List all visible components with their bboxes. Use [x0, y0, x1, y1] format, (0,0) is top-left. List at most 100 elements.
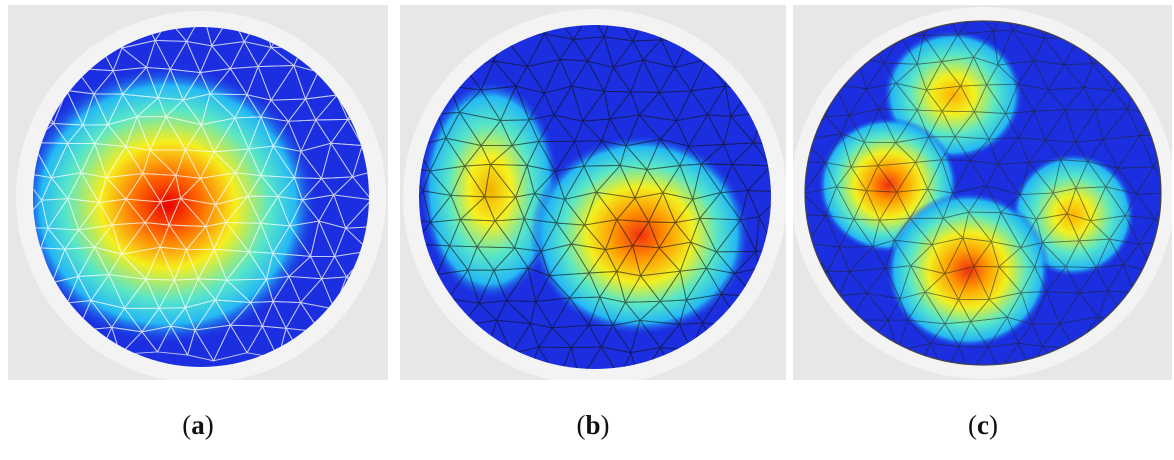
caption-a-letter: a [191, 410, 205, 440]
mesh-triangle [446, 354, 487, 369]
mesh-triangle [419, 354, 434, 369]
mesh-triangle [826, 21, 855, 39]
mesh-triangle [431, 353, 470, 369]
mesh-triangle [334, 27, 368, 43]
mesh-triangle [822, 36, 859, 59]
mesh-triangle [419, 296, 442, 327]
mesh-triangle [839, 21, 867, 38]
mesh-triangle [354, 41, 369, 75]
mesh-triangle [370, 300, 388, 326]
mesh-triangle [819, 319, 852, 345]
mesh-triangle [1109, 34, 1142, 60]
mesh-triangle [708, 353, 742, 369]
mesh-triangle [419, 354, 449, 369]
mesh-triangle [33, 326, 52, 363]
caption-b-letter: b [585, 410, 601, 440]
mesh-triangle [366, 27, 369, 46]
mesh-triangle [1139, 343, 1161, 365]
heatmap-panel-b [400, 5, 786, 380]
mesh-triangle [805, 315, 822, 349]
mesh-triangle [33, 64, 52, 98]
mesh-triangle [419, 38, 433, 65]
mesh-triangle [805, 346, 828, 365]
mesh-triangle [739, 320, 762, 350]
heatmap-image-c [793, 7, 1172, 379]
mesh-triangle [722, 25, 753, 42]
mesh-triangle [805, 297, 822, 323]
mesh-triangle [728, 25, 766, 39]
mesh-triangle [420, 36, 454, 64]
mesh-triangle [739, 347, 767, 369]
mesh-triangle [319, 331, 358, 356]
mesh-triangle [853, 21, 885, 33]
mesh-triangle [1140, 21, 1161, 37]
mesh-triangle [330, 333, 362, 356]
mesh-triangle [1109, 21, 1142, 37]
mesh-triangle [45, 27, 82, 45]
mesh-triangle [807, 21, 841, 38]
mesh-triangle [368, 279, 369, 306]
mesh-triangle [39, 327, 71, 362]
mesh-triangle [805, 28, 825, 60]
mesh-triangle [452, 25, 486, 38]
mesh-triangle [355, 304, 369, 335]
mesh-triangle [805, 21, 829, 31]
mesh-triangle [33, 39, 52, 67]
mesh-triangle [747, 63, 771, 93]
mesh-triangle [1086, 345, 1123, 365]
mesh-triangle [316, 27, 358, 42]
mesh-triangle [807, 28, 841, 59]
mesh-triangle [1107, 343, 1141, 365]
mesh-triangle [1135, 192, 1161, 220]
mesh-triangle [754, 348, 771, 369]
heatmap-panel-c [793, 5, 1172, 380]
mesh-triangle [360, 72, 369, 99]
mesh-triangle [419, 62, 433, 94]
mesh-triangle [846, 350, 878, 365]
mesh-triangle [1121, 342, 1153, 365]
mesh-triangle [826, 342, 848, 365]
mesh-triangle [49, 327, 79, 360]
mesh-triangle [1127, 320, 1148, 345]
heatmap-image-b [403, 9, 786, 380]
mesh-triangle [460, 25, 492, 35]
caption-b: (b) [576, 410, 610, 440]
mesh-triangle [699, 25, 731, 43]
mesh-triangle [79, 27, 107, 42]
mesh-triangle [728, 37, 771, 65]
mesh-triangle [754, 320, 771, 355]
mesh-triangle [1125, 35, 1149, 60]
mesh-triangle [419, 323, 442, 356]
mesh-triangle [838, 342, 863, 365]
caption-c-letter: c [977, 410, 989, 440]
mesh-triangle [355, 324, 369, 356]
mesh-triangle [431, 25, 463, 38]
mesh-triangle [334, 40, 368, 75]
mesh-triangle [1132, 57, 1161, 86]
mesh-triangle [64, 27, 99, 45]
mesh-triangle [33, 27, 47, 41]
mesh-triangle [467, 354, 491, 369]
mesh-triangle [302, 27, 337, 48]
mesh-triangle [805, 57, 825, 91]
mesh-triangle [1140, 30, 1161, 60]
heatmap-panel-a [8, 5, 388, 380]
mesh-triangle [354, 72, 369, 100]
mesh-triangle [40, 27, 66, 45]
mesh-triangle [359, 324, 369, 358]
mesh-triangle [750, 35, 771, 65]
mesh-triangle [1120, 21, 1153, 37]
mesh-triangle [809, 343, 840, 365]
heatmap-image-a [16, 11, 388, 380]
caption-a: (a) [182, 410, 214, 440]
mesh-triangle [419, 322, 449, 356]
mesh-triangle [40, 39, 66, 67]
mesh-triangle [715, 348, 757, 369]
mesh-triangle [747, 190, 771, 218]
mesh-triangle [33, 303, 52, 329]
mesh-triangle [754, 296, 771, 323]
mesh-triangle [1139, 319, 1161, 349]
mesh-triangle [420, 25, 454, 41]
mesh-triangle [344, 225, 369, 252]
mesh-triangle [1097, 21, 1122, 36]
